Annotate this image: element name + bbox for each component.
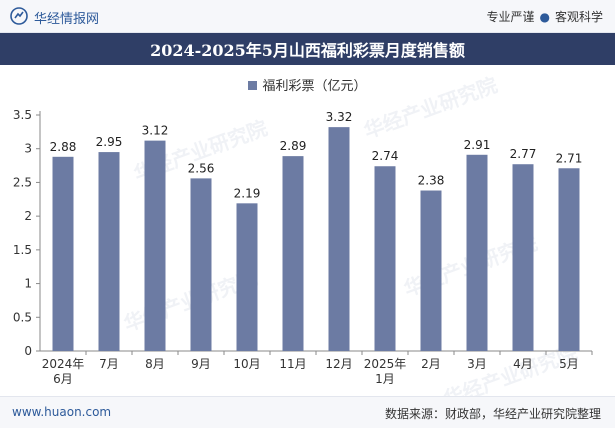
y-tick-label: 0 — [24, 344, 32, 358]
dot-separator: ● — [539, 10, 550, 24]
data-label: 2.74 — [372, 149, 399, 163]
data-source: 数据来源：财政部，华经产业研究院整理 — [384, 407, 601, 421]
footer: www.huaon.com 数据来源：财政部，华经产业研究院整理 — [0, 396, 615, 428]
bar — [236, 203, 258, 351]
y-tick-label: 1 — [24, 277, 32, 291]
legend-label: 福利彩票（亿元） — [262, 79, 367, 94]
bar — [98, 152, 120, 351]
x-tick-label: 2025年 — [364, 357, 407, 371]
slogan: 专业严谨 ● 客观科学 — [486, 8, 603, 25]
x-tick-label: 6月 — [53, 372, 73, 386]
x-tick-label: 9月 — [191, 357, 211, 371]
bar — [466, 154, 488, 351]
x-tick-label: 1月 — [375, 372, 395, 386]
y-tick-label: 3.5 — [13, 108, 32, 122]
x-tick-label: 7月 — [99, 357, 119, 371]
x-tick-label: 8月 — [145, 357, 165, 371]
bar — [282, 156, 304, 351]
data-label: 2.38 — [418, 174, 445, 188]
data-label: 2.56 — [188, 161, 215, 175]
bar — [190, 178, 212, 351]
y-tick-label: 0.5 — [13, 310, 32, 324]
title-bar: 2024-2025年5月山西福利彩票月度销售额 — [0, 33, 615, 65]
y-tick-label: 2.5 — [13, 175, 32, 189]
bar — [512, 164, 534, 351]
x-tick-label: 4月 — [513, 357, 533, 371]
bar — [374, 166, 396, 351]
data-label: 2.77 — [510, 147, 537, 161]
legend-swatch — [248, 81, 258, 90]
data-label: 2.91 — [464, 138, 491, 152]
logo-icon — [10, 7, 28, 25]
x-tick-label: 5月 — [559, 357, 579, 371]
top-bar: 华经情报网 专业严谨 ● 客观科学 — [0, 0, 615, 33]
y-tick-label: 2 — [24, 209, 32, 223]
data-label: 3.12 — [142, 124, 169, 138]
data-label: 2.89 — [280, 139, 307, 153]
brand-name[interactable]: 华经情报网 — [34, 12, 100, 27]
site-url[interactable]: www.huaon.com — [12, 405, 112, 419]
x-tick-label: 2月 — [421, 357, 441, 371]
bar — [558, 168, 580, 351]
bar — [328, 127, 350, 351]
legend: 福利彩票（亿元） — [0, 75, 615, 94]
x-tick-label: 3月 — [467, 357, 487, 371]
chart-title: 2024-2025年5月山西福利彩票月度销售额 — [150, 41, 465, 60]
data-label: 2.88 — [50, 140, 77, 154]
slogan-right: 客观科学 — [554, 10, 603, 24]
x-tick-label: 2024年 — [42, 357, 85, 371]
slogan-left: 专业严谨 — [486, 10, 535, 24]
x-tick-label: 11月 — [279, 357, 306, 371]
y-tick-label: 1.5 — [13, 243, 32, 257]
data-label: 3.32 — [326, 110, 353, 124]
bar — [144, 140, 166, 351]
data-label: 2.71 — [556, 151, 583, 165]
bar — [420, 190, 442, 351]
y-tick-label: 3 — [24, 142, 32, 156]
bar — [52, 156, 74, 351]
data-label: 2.19 — [234, 186, 261, 200]
data-label: 2.95 — [96, 135, 123, 149]
x-tick-label: 12月 — [325, 357, 352, 371]
x-tick-label: 10月 — [233, 357, 260, 371]
